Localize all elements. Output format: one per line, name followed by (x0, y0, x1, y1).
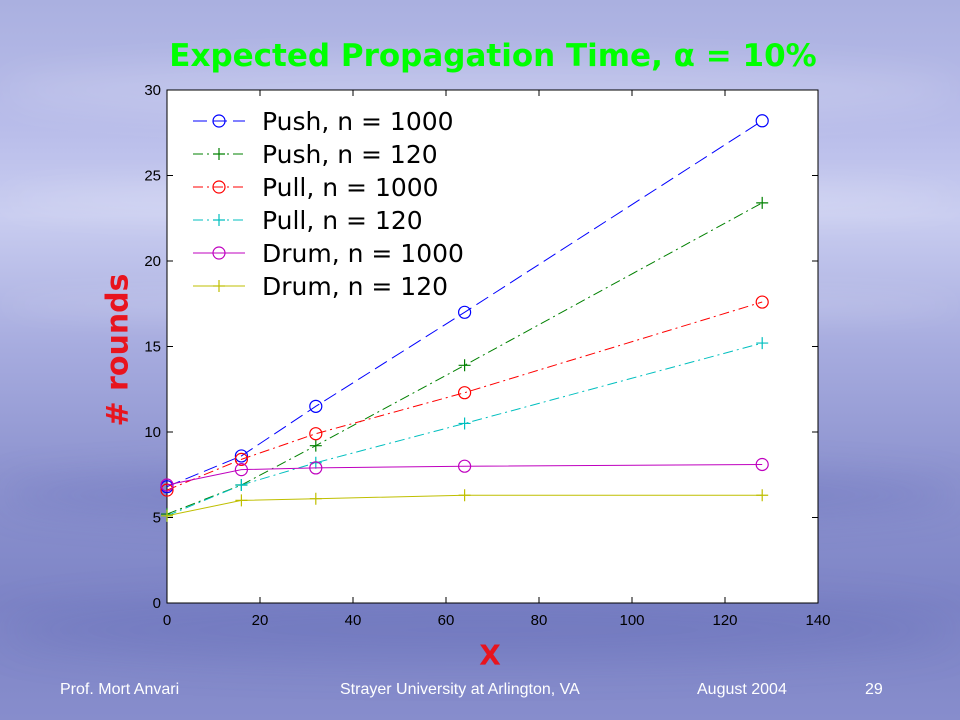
page-number: 29 (865, 681, 883, 698)
data-point-marker (235, 479, 248, 492)
data-point-marker (309, 399, 323, 413)
data-point-marker (458, 489, 471, 502)
data-point-marker (756, 196, 769, 209)
data-point-marker (458, 305, 472, 319)
legend-label: Push, n = 1000 (262, 107, 454, 136)
data-point-marker (213, 214, 225, 226)
data-point-marker (755, 114, 769, 128)
data-point-marker (309, 427, 323, 441)
legend-item: Drum, n = 1000 (193, 239, 464, 268)
x-tick-label: 40 (345, 612, 362, 629)
x-tick-label: 80 (531, 612, 548, 629)
series-line (166, 120, 763, 488)
data-point-marker (160, 478, 174, 492)
series-5 (161, 489, 769, 522)
data-point-marker (756, 337, 769, 350)
data-point-marker (458, 459, 472, 473)
footer-author: Prof. Mort Anvari (60, 681, 180, 698)
series-2 (160, 295, 769, 497)
legend-item: Drum, n = 120 (193, 272, 448, 301)
y-tick-label: 30 (144, 82, 161, 99)
legend-label: Drum, n = 1000 (262, 239, 464, 268)
data-point-marker (234, 449, 248, 463)
plot-area (166, 89, 819, 604)
data-point-marker (161, 509, 173, 522)
legend-label: Pull, n = 1000 (262, 173, 439, 202)
legend-item: Pull, n = 1000 (193, 173, 439, 202)
y-tick-label: 20 (144, 253, 161, 270)
data-point-marker (212, 180, 226, 194)
y-axis-label: # rounds (100, 273, 136, 427)
data-point-marker (213, 280, 225, 292)
y-tick-label: 5 (153, 510, 161, 527)
data-point-marker (160, 483, 174, 497)
x-tick-label: 120 (712, 612, 737, 629)
data-point-marker (309, 492, 322, 505)
legend-label: Push, n = 120 (262, 140, 438, 169)
data-point-marker (458, 417, 471, 430)
y-tick-label: 10 (144, 424, 161, 441)
data-point-marker (755, 295, 769, 309)
data-point-marker (212, 246, 226, 260)
series-4 (160, 457, 769, 492)
series-line (166, 342, 763, 517)
legend-label: Pull, n = 120 (262, 206, 423, 235)
slide-title: Expected Propagation Time, α = 10% (169, 38, 817, 74)
legend-item: Push, n = 120 (193, 140, 438, 169)
data-point-marker (234, 452, 248, 466)
data-point-marker (755, 457, 769, 472)
x-tick-label: 20 (252, 612, 269, 629)
series-layer (160, 114, 769, 522)
data-point-marker (213, 148, 225, 160)
data-point-marker (235, 494, 248, 507)
axis-ticks: 0 20 40 60 80 100 120 140 0 5 10 15 20 25 30 (144, 82, 830, 629)
y-tick-label: 15 (144, 339, 161, 356)
legend-item: Push, n = 1000 (193, 107, 454, 136)
data-point-marker (212, 114, 226, 128)
data-point-marker (309, 439, 322, 452)
x-tick-label: 0 (163, 612, 171, 629)
y-tick-label: 25 (144, 168, 161, 185)
data-point-marker (756, 489, 769, 502)
data-point-marker (458, 359, 471, 372)
footer-date: August 2004 (697, 681, 787, 698)
legend: Push, n = 1000 Push, n = 120 Pull, n = 100… (193, 107, 464, 301)
legend-label: Drum, n = 120 (262, 272, 448, 301)
data-point-marker (234, 463, 248, 477)
x-tick-label: 100 (619, 612, 644, 629)
data-point-marker (458, 386, 472, 400)
x-tick-label: 60 (438, 612, 455, 629)
series-line (166, 463, 763, 486)
x-axis-label: X (479, 638, 501, 672)
x-tick-label: 140 (805, 612, 830, 629)
y-tick-label: 0 (153, 595, 161, 612)
data-point-marker (309, 461, 323, 475)
legend-item: Pull, n = 120 (193, 206, 423, 235)
footer-venue: Strayer University at Arlington, VA (340, 681, 580, 698)
